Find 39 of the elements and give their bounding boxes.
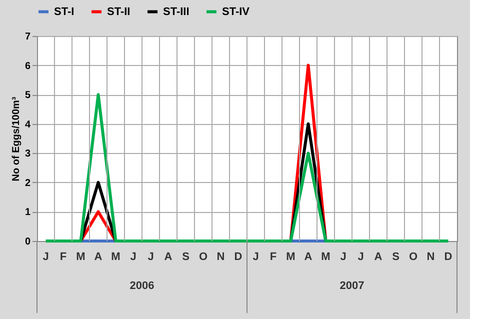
x-tick-label: J [252,251,259,263]
y-tick-label: 0 [24,236,31,248]
x-tick-label: A [304,251,312,263]
x-tick-label: M [111,251,120,263]
y-axis-title: No of Eggs/100m³ [10,96,22,182]
x-tick-label: A [164,251,172,263]
x-tick-label: N [216,251,225,263]
y-tick-label: 7 [24,32,31,42]
x-tick-label: A [374,251,382,263]
x-tick-label: J [358,251,364,263]
y-tick-label: 3 [24,148,31,160]
x-tick-label: O [198,251,208,263]
legend-label: ST-II [107,6,130,18]
x-tick-label: F [60,251,67,263]
text: 2006 [130,280,154,292]
x-tick-label: D [444,251,452,263]
y-tick-label: 2 [24,178,31,189]
text: 2007 [340,280,364,292]
x-tick-label: J [130,251,136,263]
y-tick-label: 1 [24,207,31,218]
y-tick-label: 4 [24,119,31,130]
x-tick-label: J [340,251,346,263]
legend-label: ST-III [163,6,190,18]
x-tick-label: M [76,251,86,263]
x-tick-label: D [234,251,242,263]
legend-label: ST-I [54,6,74,18]
y-tick-label: 6 [24,60,31,72]
y-tick-label: 5 [24,90,31,102]
x-tick-label: J [148,251,154,263]
x-tick-label: S [392,251,400,263]
legend-label: ST-IV [222,6,250,18]
x-tick-label: N [426,251,435,263]
x-tick-label: M [286,251,296,263]
x-tick-label: J [42,251,49,263]
x-tick-label: A [94,251,102,263]
x-tick-label: F [270,251,277,263]
x-tick-label: O [408,251,418,263]
x-tick-label: S [182,251,190,263]
x-tick-label: M [321,251,330,263]
